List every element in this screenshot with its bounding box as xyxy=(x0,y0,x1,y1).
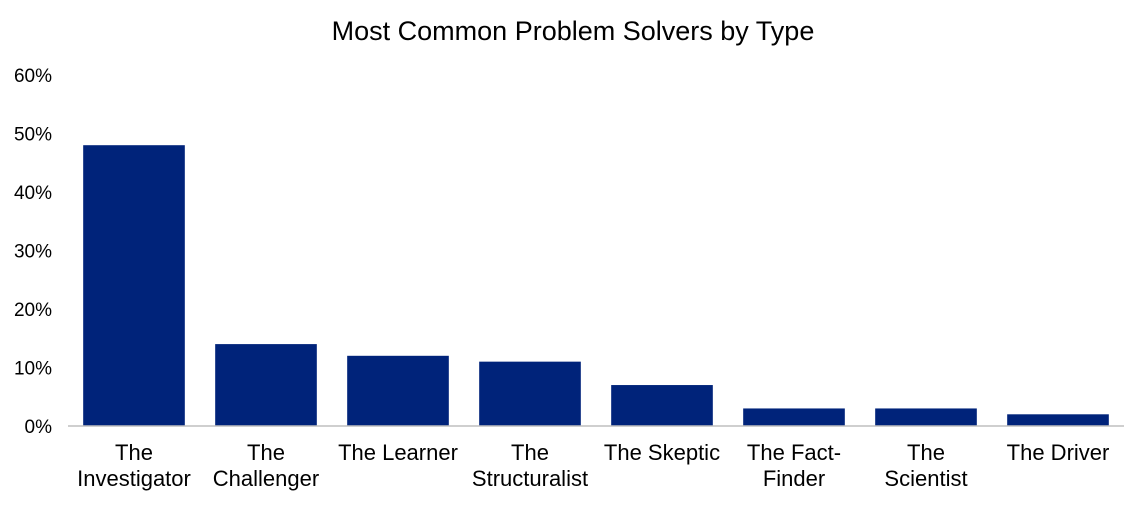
bar xyxy=(347,355,449,426)
x-tick-label: The Investigator xyxy=(77,440,191,491)
x-tick-label: The Skeptic xyxy=(604,440,720,465)
y-tick-label: 30% xyxy=(14,242,52,263)
x-axis-labels: The Investigator The Challenger The Learner T… xyxy=(77,440,1109,491)
y-tick-label: 10% xyxy=(14,359,52,380)
bar xyxy=(1007,414,1109,426)
y-tick-label: 40% xyxy=(14,183,52,204)
x-tick-label: The Learner xyxy=(338,440,458,465)
bar xyxy=(743,408,845,426)
x-tick-label: The Driver xyxy=(1007,440,1110,465)
bar xyxy=(479,361,581,426)
y-tick-label: 50% xyxy=(14,125,52,146)
bar xyxy=(875,408,977,426)
y-tick-label: 20% xyxy=(14,300,52,321)
y-tick-label: 60% xyxy=(14,66,52,87)
x-tick-label: The Structuralist xyxy=(472,440,588,491)
x-tick-label: The Scientist xyxy=(884,440,967,491)
y-tick-label: 0% xyxy=(25,417,53,438)
chart-title: Most Common Problem Solvers by Type xyxy=(331,16,815,46)
y-axis-ticks: 0% 10% 20% 30% 40% 50% 60% xyxy=(14,66,52,438)
bar xyxy=(215,344,317,426)
bar xyxy=(611,385,713,426)
bar xyxy=(83,145,185,426)
x-tick-label: The Fact-Finder xyxy=(747,440,841,491)
bars xyxy=(83,145,1109,426)
x-tick-label: The Challenger xyxy=(213,440,319,491)
